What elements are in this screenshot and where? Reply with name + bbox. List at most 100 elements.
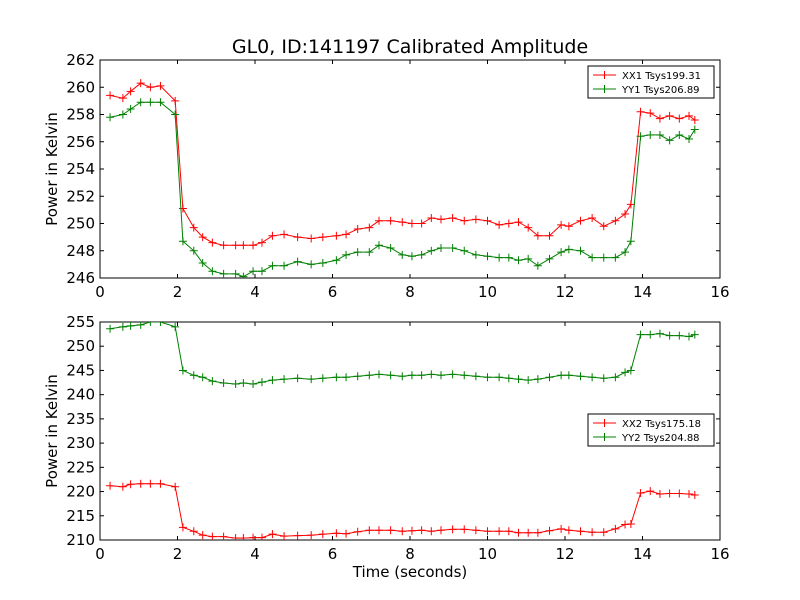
data-point [665, 489, 674, 498]
data-point [386, 371, 395, 380]
data-point [219, 379, 228, 388]
data-point [268, 376, 277, 385]
data-point [564, 371, 573, 380]
data-point [504, 253, 513, 262]
data-point [460, 246, 469, 255]
data-point [655, 114, 664, 123]
plots-layer: 0 2 4 6 8 10 12 14 16246248250252254256258260262… [43, 51, 730, 581]
data-point [427, 214, 436, 223]
x-tick-label: 4 [250, 545, 260, 563]
data-point [495, 220, 504, 229]
data-point [342, 250, 351, 259]
data-point [636, 132, 645, 141]
data-point [611, 216, 620, 225]
x-tick-label: 16 [710, 283, 729, 301]
data-point [524, 223, 533, 232]
data-point [318, 233, 327, 242]
data-point [386, 244, 395, 253]
data-point [690, 115, 699, 124]
chart-title: GL0, ID:141197 Calibrated Amplitude [232, 36, 588, 58]
data-point [156, 322, 165, 326]
data-point [268, 530, 277, 539]
data-point [332, 373, 341, 382]
data-point [636, 330, 645, 339]
data-point [332, 231, 341, 240]
x-axis-label: Time (seconds) [352, 563, 468, 581]
data-point [353, 248, 362, 257]
data-point [293, 374, 302, 383]
data-point [249, 533, 258, 540]
data-point [685, 489, 693, 498]
legend-box [587, 413, 715, 447]
y-tick-label: 255 [66, 313, 95, 331]
data-point [198, 373, 207, 382]
y-tick-label: 245 [66, 361, 95, 379]
data-point [576, 527, 585, 536]
data-point [564, 222, 573, 231]
y-tick-label: 258 [66, 106, 95, 124]
legend-box [587, 65, 715, 99]
data-point [239, 534, 248, 540]
data-point [239, 379, 248, 388]
x-tick-label: 12 [555, 283, 574, 301]
data-point [307, 260, 316, 269]
data-point [249, 380, 258, 389]
y-tick-label: 210 [66, 531, 95, 549]
data-point [198, 233, 207, 242]
data-point [178, 237, 187, 246]
data-point [576, 246, 585, 255]
y-tick-label: 250 [66, 337, 95, 355]
legend-marker [600, 85, 609, 93]
legend: XX1 Tsys199.31 YY1 Tsys206.89 [587, 65, 715, 99]
data-point [626, 200, 635, 209]
data-point [545, 373, 554, 382]
data-point [126, 480, 135, 489]
data-point [208, 377, 217, 386]
data-point [189, 246, 198, 255]
data-point [171, 482, 180, 491]
data-point [307, 234, 316, 243]
data-point [231, 241, 240, 250]
data-point [189, 223, 198, 232]
x-tick-label: 10 [478, 545, 497, 563]
data-point [136, 98, 145, 107]
data-point [514, 218, 523, 227]
data-point [219, 241, 228, 250]
x-tick-label: 12 [555, 545, 574, 563]
data-point [407, 219, 416, 228]
data-point [611, 253, 620, 262]
data-point [189, 371, 198, 380]
data-point [504, 527, 513, 536]
data-point [533, 528, 542, 537]
data-point [156, 81, 165, 90]
data-point [448, 525, 457, 534]
data-point [655, 329, 664, 338]
data-point [599, 528, 608, 537]
data-point [208, 532, 217, 540]
data-point [342, 373, 351, 382]
data-point [365, 223, 374, 232]
data-point [557, 220, 566, 229]
x-tick-label: 16 [710, 545, 729, 563]
data-point [318, 374, 327, 383]
data-point [268, 231, 277, 240]
data-point [636, 107, 645, 116]
data-point [198, 531, 207, 540]
data-point [208, 267, 217, 276]
data-point [171, 110, 180, 119]
data-point [504, 374, 513, 383]
y-tick-label: 252 [66, 187, 95, 205]
data-point [564, 526, 573, 535]
data-point [514, 528, 523, 537]
y-tick-label: 260 [66, 78, 95, 96]
x-tick-label: 4 [250, 283, 260, 301]
data-point [280, 261, 289, 270]
data-point [332, 529, 341, 538]
data-point [495, 253, 504, 262]
y-tick-label: 235 [66, 410, 95, 428]
x-tick-label: 6 [328, 545, 338, 563]
data-point [239, 272, 248, 278]
legend-marker [600, 71, 609, 79]
data-point [588, 214, 597, 223]
